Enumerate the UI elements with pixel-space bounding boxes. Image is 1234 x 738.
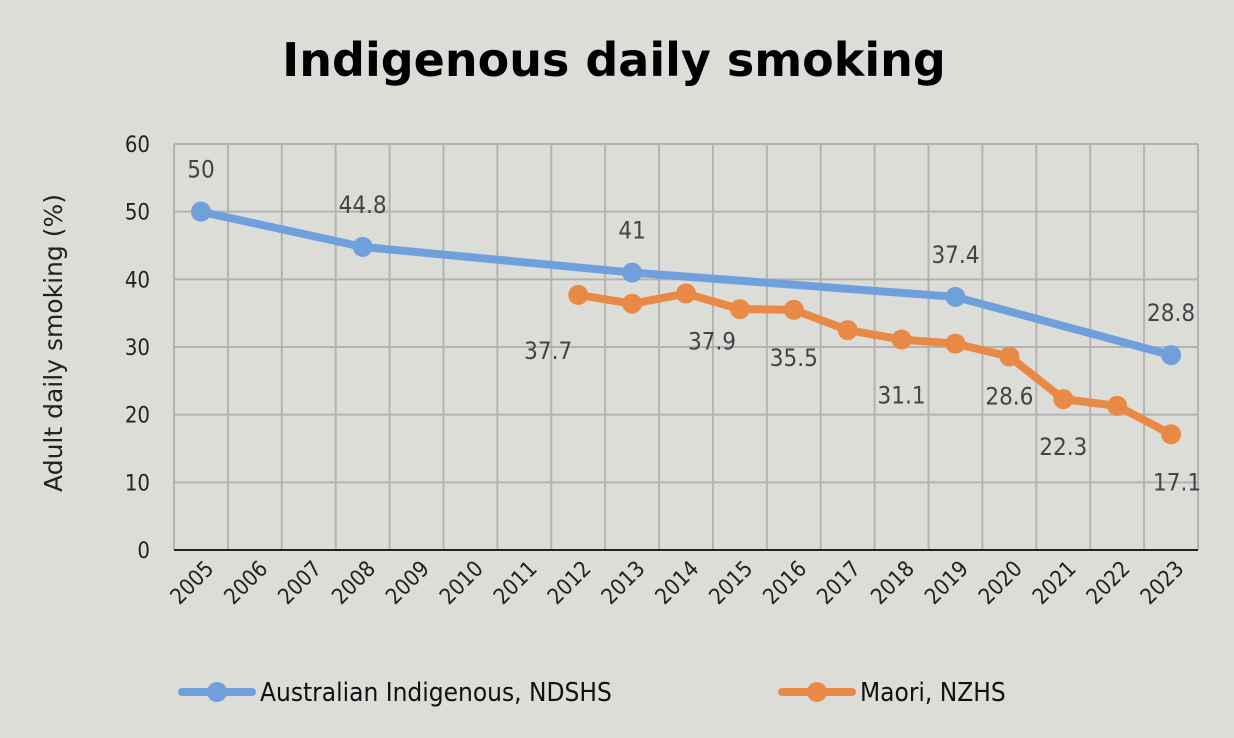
data-point <box>1107 395 1128 416</box>
data-point <box>1161 345 1182 366</box>
x-tick-label: 2022 <box>1082 557 1135 610</box>
x-tick-label: 2010 <box>435 557 488 610</box>
x-tick-label: 2023 <box>1136 557 1189 610</box>
legend-label: Maori, NZHS <box>860 678 1006 708</box>
data-point <box>945 333 966 354</box>
data-label: 17.1 <box>1153 468 1201 496</box>
data-label: 22.3 <box>1039 433 1087 461</box>
x-tick-label: 2016 <box>759 557 812 610</box>
legend-marker <box>207 682 227 702</box>
x-tick-label: 2006 <box>220 557 273 610</box>
data-point <box>190 201 211 222</box>
x-tick-label: 2012 <box>543 557 596 610</box>
data-point <box>352 236 373 257</box>
legend: Australian Indigenous, NDSHS Maori, NZHS <box>178 678 1006 708</box>
x-tick-label: 2020 <box>974 557 1027 610</box>
data-label: 37.9 <box>688 328 736 356</box>
data-label: 41 <box>618 217 645 245</box>
x-tick-label: 2017 <box>813 557 866 610</box>
data-point <box>945 286 966 307</box>
legend-marker <box>807 682 827 702</box>
y-tick-label: 60 <box>125 133 150 158</box>
data-label: 35.5 <box>770 344 818 372</box>
x-tick-label: 2018 <box>867 557 920 610</box>
data-label: 37.4 <box>931 241 979 269</box>
data-point <box>1161 424 1182 445</box>
series-markers <box>190 201 1182 445</box>
data-label: 28.6 <box>985 382 1033 410</box>
data-point <box>622 293 643 314</box>
x-tick-label: 2013 <box>597 557 650 610</box>
data-label: 50 <box>187 156 214 184</box>
y-axis-ticks: 0 10 20 30 40 50 60 <box>125 133 150 564</box>
data-label: 31.1 <box>878 382 926 410</box>
x-tick-label: 2014 <box>651 557 704 610</box>
data-point <box>999 346 1020 367</box>
x-tick-label: 2011 <box>489 557 542 610</box>
data-point <box>1053 389 1074 410</box>
data-labels: 50 44.8 41 37.4 28.8 37.7 37.9 35.5 31.1 28.622.3… <box>187 156 1201 497</box>
data-label: 28.8 <box>1147 299 1195 327</box>
y-tick-label: 20 <box>125 404 150 429</box>
x-tick-label: 2019 <box>920 557 973 610</box>
data-point <box>622 262 643 283</box>
x-tick-label: 2021 <box>1028 557 1081 610</box>
data-point <box>891 329 912 350</box>
data-label: 44.8 <box>339 191 387 219</box>
legend-label: Australian Indigenous, NDSHS <box>260 678 612 708</box>
x-tick-label: 2015 <box>705 557 758 610</box>
x-tick-label: 2008 <box>328 557 381 610</box>
data-point <box>568 284 589 305</box>
data-label: 37.7 <box>524 337 572 365</box>
y-tick-label: 50 <box>125 201 150 226</box>
x-tick-label: 2005 <box>166 557 219 610</box>
y-tick-label: 40 <box>125 268 150 293</box>
x-tick-label: 2009 <box>381 557 434 610</box>
data-point <box>676 283 696 304</box>
x-tick-label: 2007 <box>274 557 327 610</box>
series-line <box>196 207 1176 360</box>
data-point <box>837 320 858 341</box>
y-tick-label: 30 <box>125 336 150 361</box>
grid <box>173 143 1199 551</box>
x-axis-ticks: 2005 2006 2007 2008 2009 2010 2011 2012 2013 2014… <box>166 557 1189 610</box>
y-tick-label: 0 <box>137 539 150 564</box>
chart-title: Indigenous daily smoking <box>282 33 946 87</box>
data-point <box>729 299 750 320</box>
y-axis-label: Adult daily smoking (%) <box>39 194 68 492</box>
y-tick-label: 10 <box>125 471 150 496</box>
data-point <box>783 299 804 320</box>
